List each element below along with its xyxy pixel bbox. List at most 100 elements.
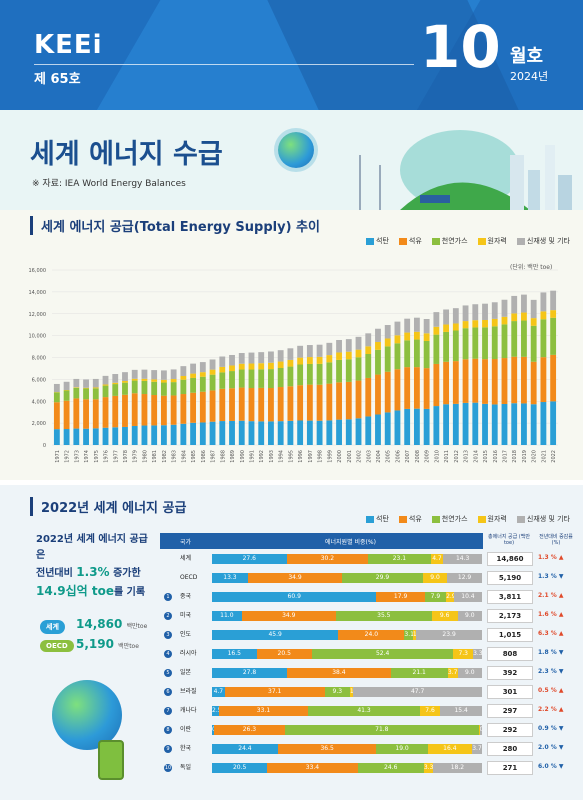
share-segment: 20.5 — [212, 763, 268, 773]
bar-segment — [73, 378, 80, 388]
rank-badge: 8 — [164, 726, 172, 734]
bar-segment — [306, 420, 313, 445]
share-bar: 60.9 17.9 7.9 2.9 10.4 — [212, 592, 482, 602]
bar-segment — [122, 372, 128, 382]
bar-segment — [258, 363, 265, 370]
share-segment: 1.2 — [412, 630, 417, 640]
bar-segment — [53, 392, 60, 403]
bar-segment — [511, 403, 518, 445]
bar-segment — [83, 399, 89, 429]
bar-segment — [63, 429, 70, 445]
bar-segment — [297, 385, 304, 421]
bar-segment — [131, 378, 138, 381]
bar-segment — [151, 395, 158, 426]
bar-segment — [375, 341, 381, 350]
change-value: 0.9 % ▼ — [538, 725, 564, 732]
bar-segment — [550, 317, 557, 355]
legend-item-renewable: 신재생 및 기타 — [516, 514, 570, 524]
legend-item-nuclear: 원자력 — [477, 236, 507, 246]
bar-segment — [258, 387, 265, 422]
x-tick-label: 1978 — [123, 450, 129, 463]
share-segment: 4.7 — [212, 687, 225, 697]
bar-segment — [501, 316, 508, 325]
share-bar: 2.533.141.37.615.4 — [212, 706, 482, 716]
bar-segment — [452, 330, 459, 362]
bar-segment — [336, 359, 342, 383]
bar-segment — [180, 394, 187, 424]
bar-segment — [530, 318, 537, 326]
supply-value: 2,173 — [487, 609, 533, 623]
bar-segment — [326, 342, 333, 356]
bar-segment — [482, 359, 488, 404]
bar-segment — [73, 387, 80, 388]
share-segment: 34.9 — [241, 611, 336, 621]
rank-badge: 4 — [164, 650, 172, 658]
y-tick-label: 16,000 — [29, 268, 47, 274]
bar-segment — [209, 369, 216, 375]
bar-segment — [131, 369, 138, 379]
bar-segment — [413, 367, 420, 409]
bar-segment — [53, 402, 60, 430]
bar-segment — [443, 404, 450, 445]
supply-value: 271 — [487, 761, 533, 775]
bar-segment — [102, 427, 109, 445]
bar-segment — [365, 354, 372, 378]
bar-segment — [491, 302, 498, 319]
table-row: 4 러시아 16.5 20.5 52.4 7.3 3.3 808 1.8 % ▼ — [160, 646, 575, 662]
bar-segment — [258, 421, 265, 445]
bar-segment — [433, 334, 440, 364]
rank-badge: 1 — [164, 593, 172, 601]
country-name: 중국 — [180, 593, 192, 600]
bar-segment — [482, 319, 488, 328]
bar-segment — [180, 423, 187, 445]
share-segment: 11.0 — [212, 611, 242, 621]
table-row: 7 캐나다 2.533.141.37.615.4 297 2.2 % ▲ — [160, 703, 575, 719]
bar-segment — [404, 332, 411, 341]
legend-item-gas: 천연가스 — [431, 236, 468, 246]
bar-segment — [199, 362, 206, 373]
bar-segment — [102, 385, 109, 398]
supply-value: 301 — [487, 685, 533, 699]
bar-segment — [511, 321, 518, 357]
table-row: OECD 13.3 34.9 29.9 9.0 12.9 5,190 1.3 % ▼ — [160, 570, 575, 586]
x-tick-label: 1992 — [259, 450, 265, 463]
bar-segment — [530, 299, 537, 319]
bar-segment — [540, 311, 547, 320]
change-value: 6.0 % ▼ — [538, 763, 564, 770]
bar-segment — [306, 384, 313, 421]
country-name: 미국 — [180, 612, 192, 619]
bar-segment — [384, 371, 391, 413]
bar-segment — [521, 312, 527, 321]
bar-segment — [355, 357, 362, 381]
bar-segment — [491, 404, 498, 445]
chart-unit: (단위: 백만 toe) — [510, 264, 553, 271]
y-tick-label: 0 — [43, 443, 46, 449]
logo: KEEi — [34, 30, 103, 60]
bar-segment — [355, 380, 362, 419]
col-header-supply: 총에너지 공급 (백만toe) — [488, 534, 530, 546]
bar-segment — [277, 368, 284, 388]
x-tick-label: 1998 — [318, 450, 324, 463]
table-row: 2 미국 11.0 34.9 35.5 9.6 9.0 2,173 1.6 % ▲ — [160, 608, 575, 624]
x-tick-label: 1982 — [162, 450, 168, 463]
bar-segment — [462, 359, 469, 403]
table-row: 3 인도 45.924.03.11.223.9 1,015 6.3 % ▲ — [160, 627, 575, 643]
bar-segment — [355, 349, 362, 358]
bar-segment — [452, 361, 459, 404]
bar-segment — [462, 321, 469, 329]
share-segment: 37.1 — [224, 687, 325, 697]
country-name: 러시아 — [180, 650, 197, 657]
share-segment: 9.0 — [422, 573, 448, 583]
bar-segment — [102, 384, 109, 386]
issue-year: 2024년 — [510, 70, 549, 83]
bar-segment — [277, 421, 284, 445]
share-segment: 4.7 — [430, 554, 444, 564]
share-segment: 27.8 — [212, 668, 288, 678]
bar-segment — [433, 326, 440, 335]
month-suffix: 월호 — [510, 46, 544, 67]
bar-segment — [268, 362, 274, 370]
x-tick-label: 1988 — [220, 450, 226, 463]
bar-segment — [394, 335, 401, 344]
bar-segment — [423, 368, 430, 409]
change-value: 1.8 % ▼ — [538, 649, 564, 656]
